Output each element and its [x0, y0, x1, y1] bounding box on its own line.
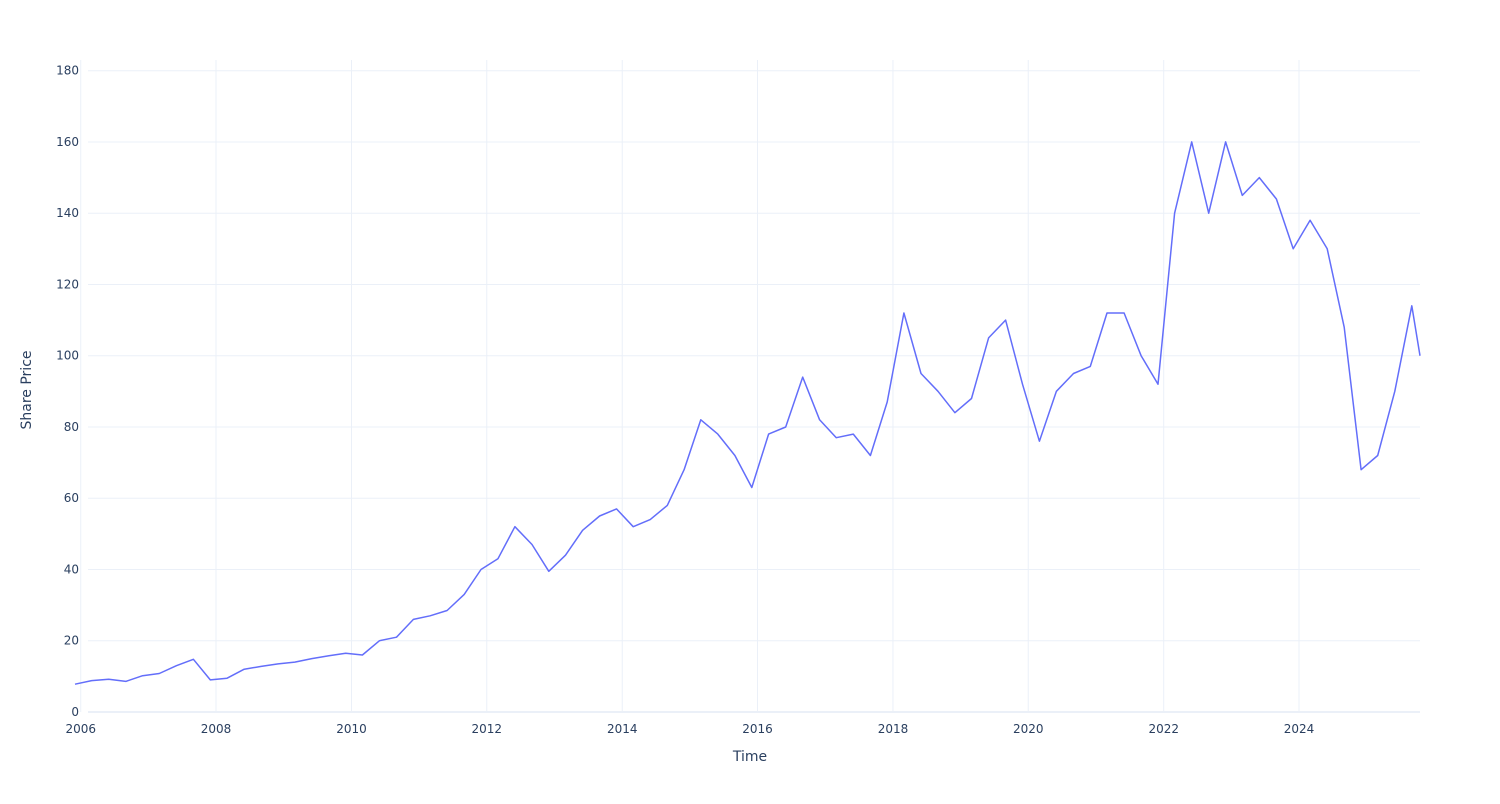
x-axis-title: Time — [732, 749, 767, 765]
y-tick-label: 60 — [64, 491, 79, 505]
y-tick-label: 0 — [71, 705, 79, 719]
plot-area — [74, 141, 1421, 685]
x-tick-label: 2024 — [1284, 722, 1315, 736]
y-tick-label: 40 — [64, 562, 79, 576]
x-tick-label: 2014 — [607, 722, 638, 736]
x-tick-label: 2018 — [878, 722, 909, 736]
x-tick-label: 2016 — [742, 722, 773, 736]
x-tick-label: 2012 — [471, 722, 502, 736]
x-tick-label: 2006 — [65, 722, 96, 736]
y-tick-label: 180 — [56, 64, 79, 78]
y-axis-ticks: 0 20 40 60 80 100 120 140 160 180 — [56, 64, 79, 719]
y-tick-label: 140 — [56, 206, 79, 220]
y-tick-label: 160 — [56, 135, 79, 149]
x-tick-label: 2022 — [1148, 722, 1179, 736]
y-tick-label: 80 — [64, 420, 79, 434]
y-tick-label: 20 — [64, 634, 79, 648]
x-tick-label: 2020 — [1013, 722, 1044, 736]
x-tick-label: 2008 — [201, 722, 232, 736]
y-tick-label: 100 — [56, 349, 79, 363]
y-tick-label: 120 — [56, 277, 79, 291]
series-line — [74, 141, 1421, 685]
grid — [80, 60, 1420, 713]
y-axis-title: Share Price — [19, 350, 35, 429]
x-tick-label: 2010 — [336, 722, 367, 736]
x-axis-ticks: 2006 2008 2010 2012 2014 2016 2018 2020 2022 2024 — [65, 722, 1314, 736]
